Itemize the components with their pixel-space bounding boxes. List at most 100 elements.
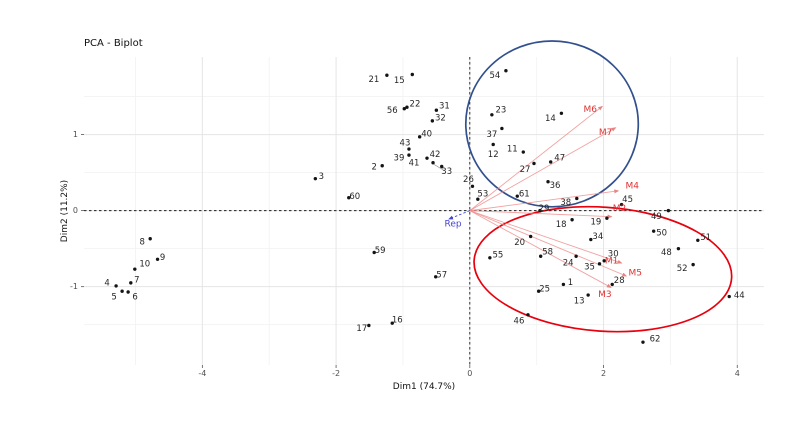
point-label: 26	[463, 175, 474, 185]
point-label: 14	[545, 114, 556, 124]
point-label: 30	[608, 249, 619, 259]
x-axis-title: Dim1 (74.7%)	[392, 382, 456, 392]
point-label: 23	[495, 105, 506, 115]
vector-arrow-M7	[469, 127, 617, 212]
sup-vector-label: Rep	[445, 219, 462, 229]
data-point	[347, 195, 351, 200]
point-label: 25	[539, 285, 550, 295]
point-label: 39	[394, 154, 405, 164]
data-point	[114, 284, 118, 288]
data-point	[372, 250, 376, 255]
data-point	[488, 256, 492, 260]
vector-label-M4: M4	[625, 181, 639, 191]
point-label: 24	[563, 259, 574, 269]
vector-arrow-M5	[469, 210, 628, 277]
data-point	[504, 68, 508, 73]
x-tick-label: -2	[332, 369, 340, 378]
data-point	[538, 208, 542, 213]
point-label: 12	[488, 150, 499, 160]
point-label: 13	[574, 297, 585, 307]
data-point	[367, 323, 371, 328]
data-point	[610, 282, 614, 287]
vector-label-M2: M2	[613, 204, 627, 214]
x-tick-label: 2	[601, 369, 606, 378]
data-point	[574, 254, 578, 258]
axes: -4 -2 0 2 4-101	[70, 130, 740, 378]
vector-arrow-M2	[469, 210, 613, 219]
sup-vector-arrow-Rep	[448, 210, 470, 220]
data-point	[434, 275, 438, 279]
point-label: 54	[489, 71, 500, 81]
x-tick-label: 0	[467, 369, 472, 378]
data-point	[425, 156, 429, 160]
point-label: 51	[700, 233, 711, 243]
point-label: 20	[514, 238, 525, 248]
point-label: 58	[542, 248, 553, 258]
point-label: 3	[319, 172, 324, 182]
data-point	[500, 126, 504, 131]
point-label: 50	[656, 229, 667, 239]
data-point	[126, 290, 130, 294]
point-label: 7	[134, 275, 139, 285]
data-point	[589, 237, 593, 242]
data-point	[515, 194, 519, 198]
point-label: 36	[550, 181, 561, 191]
point-label: 62	[650, 335, 661, 345]
variable-vectors	[448, 105, 628, 288]
vector-label-M7: M7	[599, 128, 613, 138]
data-point	[526, 313, 530, 317]
point-label: 9	[160, 253, 165, 263]
data-point	[546, 180, 550, 184]
point-label: 21	[368, 75, 379, 85]
data-point	[549, 160, 553, 164]
point-label: 45	[622, 195, 633, 205]
data-point	[602, 259, 606, 263]
chart-title: PCA - Biplot	[84, 38, 143, 49]
data-point	[390, 321, 394, 325]
data-point	[691, 262, 695, 267]
data-point	[651, 229, 656, 233]
point-label: 49	[651, 212, 662, 222]
y-tick-label: 0	[73, 206, 78, 215]
point-label: 18	[556, 220, 567, 230]
data-point	[696, 238, 700, 242]
point-label: 16	[392, 316, 403, 326]
data-point	[491, 142, 495, 147]
point-label: 37	[486, 130, 497, 140]
y-axis-title: Dim2 (11.2%)	[60, 179, 70, 243]
data-point	[417, 135, 422, 139]
data-point	[410, 72, 414, 77]
vector-arrow-M4	[469, 189, 620, 212]
point-label: 40	[421, 129, 432, 139]
data-point	[434, 108, 439, 112]
data-point	[528, 234, 533, 239]
point-label: 5	[111, 293, 116, 303]
data-point	[313, 176, 318, 181]
data-point	[619, 202, 624, 207]
x-tick-label: -4	[198, 369, 206, 378]
point-label: 11	[507, 145, 518, 155]
point-label: 34	[592, 232, 603, 242]
data-point	[561, 282, 566, 287]
cluster-ellipse-blue	[464, 40, 640, 208]
point-label: 53	[477, 190, 488, 200]
y-tick-label: -1	[70, 282, 78, 291]
point-label: 33	[441, 167, 452, 177]
point-label: 38	[560, 198, 571, 208]
data-point	[641, 340, 645, 344]
point-label: 35	[584, 262, 595, 272]
point-label: 19	[590, 218, 601, 228]
point-label: 43	[400, 139, 411, 149]
point-label: 31	[439, 102, 450, 112]
data-point	[385, 73, 389, 77]
point-label: 17	[356, 324, 367, 334]
point-label: 52	[677, 264, 688, 274]
data-point	[727, 294, 731, 299]
data-point	[538, 254, 543, 258]
data-point	[120, 289, 124, 293]
data-point	[440, 164, 444, 169]
point-label: 4	[104, 278, 109, 288]
vector-arrow-M1	[469, 210, 623, 264]
point-label: 44	[734, 291, 745, 301]
data-point	[148, 237, 152, 241]
